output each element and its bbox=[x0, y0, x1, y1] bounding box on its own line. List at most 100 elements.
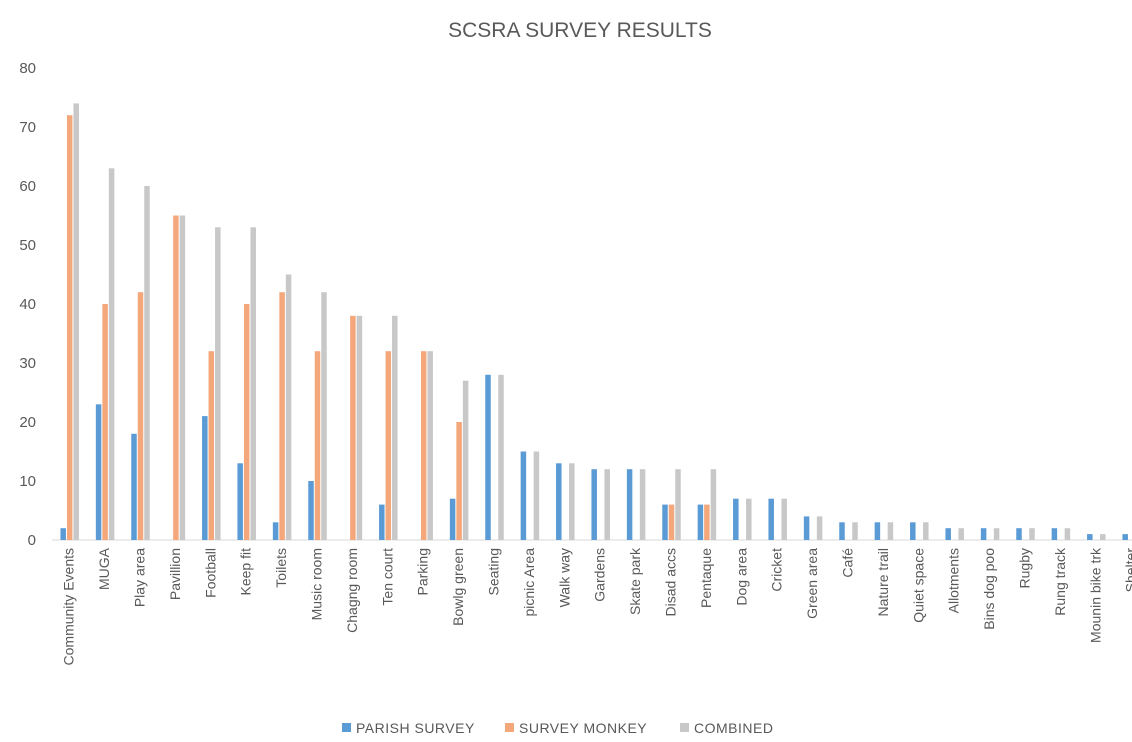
y-tick-label: 40 bbox=[19, 296, 36, 313]
bar-parish-survey bbox=[591, 469, 597, 540]
x-category-label: Quiet space bbox=[910, 548, 926, 623]
x-category-label: Shelter bbox=[1123, 548, 1132, 593]
bar-parish-survey bbox=[980, 528, 987, 540]
bar-survey-monkey bbox=[243, 304, 250, 540]
y-tick-label: 0 bbox=[28, 532, 36, 549]
chart-title: SCSRA SURVEY RESULTS bbox=[448, 19, 712, 42]
bar-survey-monkey bbox=[66, 115, 73, 540]
x-category-label: Rugby bbox=[1017, 548, 1033, 588]
x-category-label: Parking bbox=[415, 548, 431, 595]
x-category-label: Café bbox=[840, 548, 856, 578]
bar-combined bbox=[710, 469, 717, 540]
bar-survey-monkey bbox=[137, 292, 144, 540]
bar-combined bbox=[569, 463, 575, 540]
bar-parish-survey bbox=[520, 451, 527, 540]
x-category-label: Rung track bbox=[1052, 547, 1068, 616]
bar-parish-survey bbox=[945, 528, 951, 540]
bar-combined bbox=[675, 469, 681, 540]
y-tick-label: 30 bbox=[19, 355, 36, 372]
x-category-label: Keep fit bbox=[238, 548, 254, 596]
x-category-label: Skate park bbox=[627, 547, 643, 615]
bar-survey-monkey bbox=[173, 215, 179, 540]
x-category-label: Bins dog poo bbox=[981, 548, 997, 630]
x-category-label: Seating bbox=[486, 548, 502, 595]
x-category-label: Chagng room bbox=[344, 548, 360, 633]
bar-combined bbox=[1100, 534, 1106, 540]
legend-swatch bbox=[342, 723, 351, 732]
bar-combined bbox=[144, 186, 150, 540]
x-category-label: MUGA bbox=[96, 547, 112, 590]
bar-parish-survey bbox=[1016, 528, 1022, 540]
x-category-label: Mounin bike trk bbox=[1087, 547, 1103, 643]
x-category-label: Play area bbox=[132, 548, 148, 607]
y-tick-label: 20 bbox=[19, 414, 36, 431]
x-category-label: Allotments bbox=[946, 548, 962, 613]
bar-parish-survey bbox=[1051, 528, 1058, 540]
y-tick-label: 80 bbox=[19, 60, 36, 77]
bar-parish-survey bbox=[131, 433, 137, 540]
bar-parish-survey bbox=[768, 498, 774, 540]
bar-combined bbox=[1029, 528, 1035, 540]
bar-combined bbox=[356, 315, 363, 540]
x-category-label: Dog area bbox=[733, 548, 749, 606]
bar-survey-monkey bbox=[279, 292, 285, 540]
y-axis: 0 10 20 30 40 50 60 70 80 bbox=[19, 60, 36, 549]
bar-combined bbox=[250, 227, 256, 541]
bar-survey-monkey bbox=[314, 351, 321, 540]
bar-survey-monkey bbox=[420, 351, 427, 540]
bar-combined bbox=[533, 451, 540, 540]
legend-swatch bbox=[505, 723, 514, 732]
bar-survey-monkey bbox=[456, 422, 462, 540]
bar-parish-survey bbox=[662, 504, 668, 540]
y-tick-label: 50 bbox=[19, 237, 36, 254]
x-category-label: Green area bbox=[804, 548, 820, 619]
bar-combined bbox=[816, 516, 823, 540]
y-tick-label: 60 bbox=[19, 178, 36, 195]
legend-label: PARISH SURVEY bbox=[356, 720, 475, 736]
bar-parish-survey bbox=[733, 498, 739, 540]
bar-survey-monkey bbox=[668, 504, 675, 540]
bar-combined bbox=[108, 168, 115, 541]
x-category-label: Community Events bbox=[61, 548, 77, 665]
bar-parish-survey bbox=[485, 374, 491, 540]
bar-survey-monkey bbox=[102, 304, 108, 540]
bar-combined bbox=[604, 469, 610, 540]
bar-parish-survey bbox=[803, 516, 810, 540]
x-category-label: Football bbox=[202, 548, 218, 598]
bar-combined bbox=[462, 380, 469, 540]
bar-combined bbox=[427, 351, 433, 540]
bar-parish-survey bbox=[308, 481, 314, 540]
bar-combined bbox=[958, 528, 964, 540]
bar-combined bbox=[993, 528, 1000, 540]
bar-parish-survey bbox=[449, 498, 456, 540]
bar-combined bbox=[1064, 528, 1071, 540]
bar-parish-survey bbox=[202, 416, 208, 540]
bar-survey-monkey bbox=[208, 351, 215, 540]
bar-parish-survey bbox=[60, 528, 66, 540]
bar-combined bbox=[285, 274, 292, 540]
bar-parish-survey bbox=[556, 463, 562, 540]
bar-combined bbox=[73, 103, 79, 541]
bar-combined bbox=[923, 522, 929, 540]
bar-parish-survey bbox=[1122, 534, 1128, 540]
bar-parish-survey bbox=[697, 504, 704, 540]
bar-survey-monkey bbox=[350, 315, 356, 540]
legend-swatch bbox=[680, 723, 689, 732]
bar-parish-survey bbox=[379, 504, 385, 540]
bar-parish-survey bbox=[272, 522, 279, 540]
x-category-label: Pentaque bbox=[698, 548, 714, 608]
bars-group bbox=[60, 103, 1128, 541]
x-category-label: Nature trail bbox=[875, 548, 891, 616]
bar-parish-survey bbox=[910, 522, 916, 540]
x-category-label: Toilets bbox=[273, 548, 289, 588]
x-axis-labels: Community Events MUGA Play area Pavillion Fo… bbox=[61, 547, 1132, 665]
bar-survey-monkey bbox=[385, 351, 392, 540]
bar-combined bbox=[498, 374, 504, 540]
y-tick-label: 10 bbox=[19, 473, 36, 490]
x-category-label: picnic Area bbox=[521, 548, 537, 617]
x-category-label: Walk way bbox=[556, 548, 572, 607]
legend: PARISH SURVEY SURVEY MONKEY COMBINED bbox=[342, 720, 773, 736]
bar-combined bbox=[392, 315, 398, 540]
x-category-label: Pavillion bbox=[167, 548, 183, 600]
